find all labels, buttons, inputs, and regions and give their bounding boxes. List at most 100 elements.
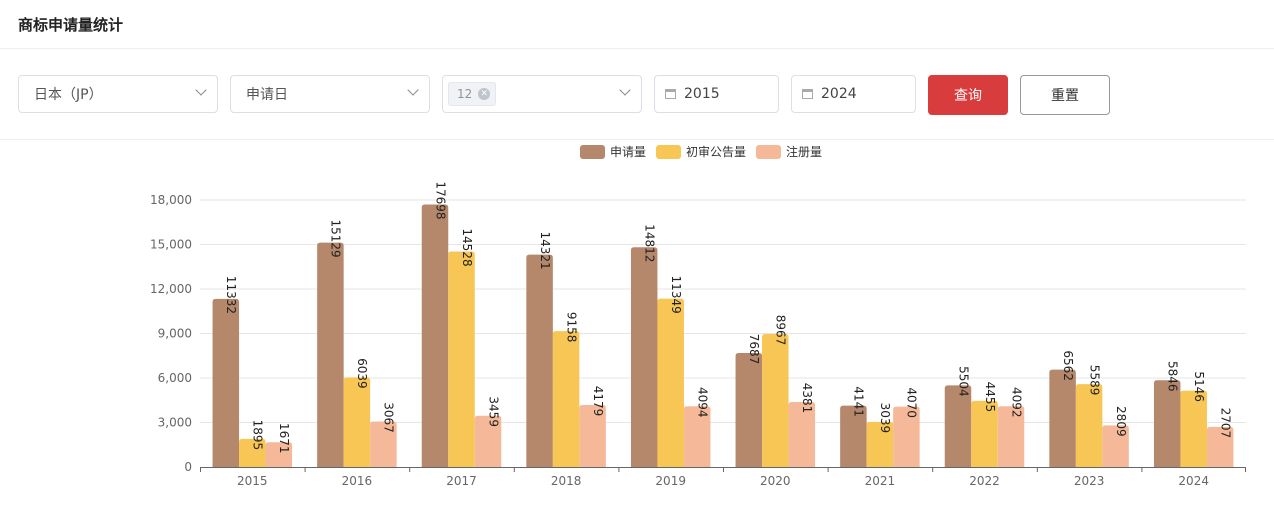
- bar: [579, 405, 606, 467]
- bar: [448, 251, 475, 467]
- data-label: 14528: [460, 228, 474, 266]
- y-tick-label: 3,000: [158, 416, 192, 430]
- data-label: 11332: [224, 276, 238, 314]
- bar: [788, 402, 816, 467]
- bar: [239, 438, 266, 467]
- data-label: 17698: [433, 181, 447, 219]
- start-year-value: 2015: [684, 86, 720, 102]
- data-label: 2707: [1218, 408, 1232, 439]
- x-tick-label: 2021: [865, 474, 896, 488]
- data-label: 7687: [747, 334, 761, 365]
- calendar-icon: [665, 89, 676, 99]
- legend-label: 初审公告量: [686, 144, 746, 159]
- bar: [343, 377, 371, 467]
- tag-label: 12: [457, 87, 473, 101]
- class-multiselect[interactable]: 12 ✕: [442, 75, 642, 113]
- calendar-icon: [802, 89, 813, 99]
- bar: [997, 406, 1025, 467]
- x-tick-label: 2018: [551, 474, 582, 488]
- bar: [1206, 426, 1234, 467]
- reset-button[interactable]: 重置: [1020, 75, 1110, 115]
- data-label: 4381: [800, 383, 814, 414]
- data-label: 6039: [355, 358, 369, 389]
- x-tick-label: 2022: [969, 474, 1000, 488]
- country-value: 日本（JP）: [34, 87, 103, 103]
- bar: [1075, 384, 1103, 467]
- x-tick-label: 2015: [237, 474, 268, 488]
- bar: [212, 298, 240, 467]
- data-label: 4455: [983, 382, 997, 413]
- bar: [1049, 369, 1076, 467]
- x-tick-label: 2019: [655, 474, 686, 488]
- bar: [370, 421, 397, 467]
- data-label: 3039: [878, 403, 892, 434]
- data-label: 1671: [277, 423, 291, 454]
- y-tick-label: 6,000: [158, 371, 192, 385]
- bar: [265, 442, 293, 467]
- data-label: 4179: [591, 386, 605, 417]
- data-label: 5846: [1165, 361, 1179, 392]
- x-tick-label: 2023: [1074, 474, 1105, 488]
- legend-swatch: [580, 145, 605, 159]
- bar: [474, 415, 502, 467]
- date-type-select[interactable]: 申请日: [230, 75, 430, 113]
- bar: [552, 331, 580, 467]
- bar: [630, 247, 658, 467]
- legend-swatch: [656, 145, 681, 159]
- data-label: 14812: [642, 224, 656, 262]
- bar: [944, 385, 972, 467]
- legend-label: 申请量: [610, 145, 646, 159]
- data-label: 11349: [669, 276, 683, 314]
- bar: [1180, 390, 1207, 467]
- data-label: 4094: [695, 387, 709, 418]
- bar: [526, 254, 553, 467]
- y-tick-label: 0: [184, 460, 192, 474]
- selected-tag: 12 ✕: [448, 82, 497, 106]
- bar: [1153, 380, 1181, 467]
- start-year-picker[interactable]: 2015: [654, 75, 779, 113]
- divider: [0, 48, 1274, 49]
- page-title: 商标申请量统计: [18, 16, 124, 34]
- close-icon[interactable]: ✕: [478, 88, 491, 100]
- bar: [971, 400, 998, 467]
- data-label: 1895: [251, 420, 265, 451]
- bar: [683, 406, 711, 467]
- end-year-value: 2024: [821, 86, 857, 102]
- bar: [893, 406, 920, 467]
- bar: [1102, 425, 1129, 467]
- x-tick-label: 2020: [760, 474, 791, 488]
- data-label: 2809: [1114, 406, 1128, 437]
- data-label: 4070: [905, 387, 919, 418]
- data-label: 4141: [852, 386, 866, 417]
- bar: [421, 204, 449, 467]
- data-label: 4092: [1009, 387, 1023, 418]
- legend-label: 注册量: [786, 144, 822, 159]
- data-label: 3067: [382, 402, 396, 433]
- data-label: 6562: [1061, 350, 1075, 381]
- data-label: 9158: [564, 312, 578, 343]
- legend-swatch: [756, 145, 781, 159]
- y-tick-label: 18,000: [150, 193, 192, 207]
- data-label: 8967: [774, 315, 788, 346]
- bar: [866, 421, 894, 467]
- country-select[interactable]: 日本（JP）: [18, 75, 218, 113]
- data-label: 14321: [538, 231, 552, 269]
- data-label: 5589: [1087, 365, 1101, 396]
- data-label: 3459: [486, 396, 500, 427]
- data-label: 5146: [1192, 371, 1206, 402]
- data-label: 15129: [329, 219, 343, 257]
- y-tick-label: 12,000: [150, 282, 192, 296]
- x-tick-label: 2016: [342, 474, 373, 488]
- divider: [0, 139, 1274, 140]
- bar: [735, 352, 763, 467]
- bar: [840, 405, 867, 467]
- end-year-picker[interactable]: 2024: [791, 75, 916, 113]
- x-tick-label: 2024: [1178, 474, 1209, 488]
- bar: [657, 298, 684, 467]
- date-type-value: 申请日: [246, 87, 288, 103]
- y-tick-label: 9,000: [158, 327, 192, 341]
- query-button[interactable]: 查询: [928, 75, 1008, 115]
- bar: [762, 333, 789, 467]
- y-tick-label: 15,000: [150, 238, 192, 252]
